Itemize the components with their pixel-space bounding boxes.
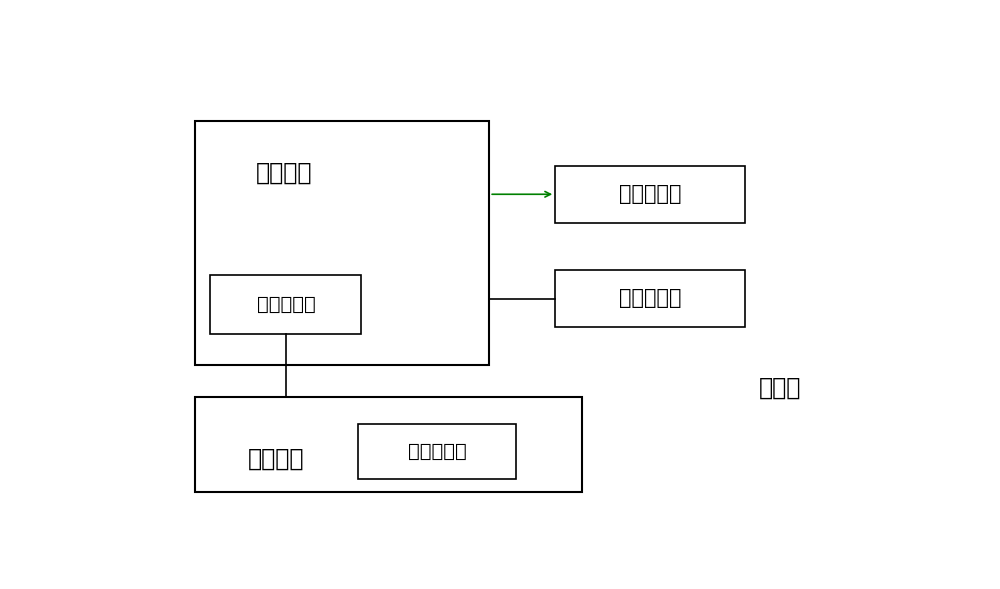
Bar xyxy=(358,425,516,479)
Text: 温度传感器: 温度传感器 xyxy=(408,442,467,461)
Bar xyxy=(195,397,582,492)
Text: 驱动芯片: 驱动芯片 xyxy=(256,161,312,185)
Text: 光发射组件: 光发射组件 xyxy=(619,184,682,204)
Bar xyxy=(210,274,361,334)
Bar xyxy=(555,270,745,327)
Bar xyxy=(555,166,745,223)
Text: 光模块: 光模块 xyxy=(759,376,801,400)
Text: 光接收组件: 光接收组件 xyxy=(619,289,682,309)
Text: 温度传感器: 温度传感器 xyxy=(257,294,316,314)
Bar xyxy=(195,121,489,365)
Text: 控制芯片: 控制芯片 xyxy=(248,446,304,471)
